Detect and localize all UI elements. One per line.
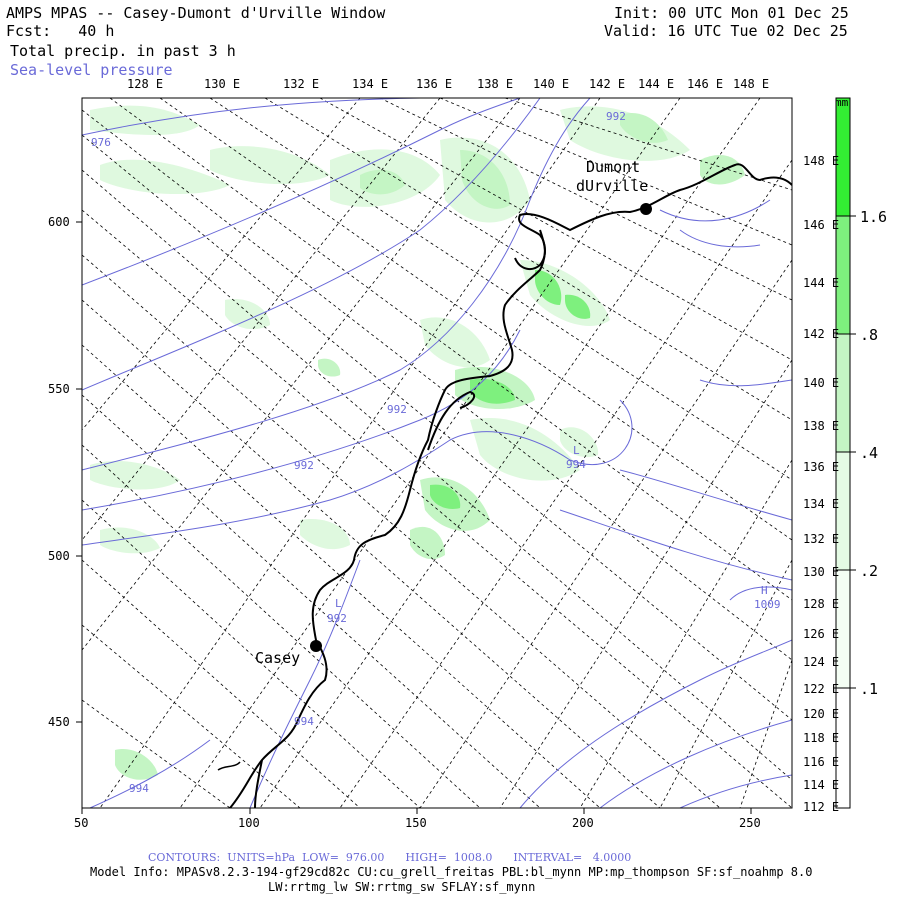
right-lon-label: 128 E [803, 597, 840, 611]
right-lon-label: 140 E [803, 376, 840, 390]
top-lon-label: 132 E [283, 77, 320, 91]
top-lon-label: 144 E [638, 77, 675, 91]
right-lon-label: 142 E [803, 327, 840, 341]
station-label-casey: Casey [255, 649, 301, 667]
right-lon-label: 132 E [803, 532, 840, 546]
right-lon-label: 136 E [803, 460, 840, 474]
model-info: Model Info: MPASv8.2.3-194-gf29cd82c CU:… [90, 865, 813, 879]
right-lon-label: 112 E [803, 800, 840, 814]
right-lon-label: 114 E [803, 778, 840, 792]
right-lon-label: 146 E [803, 218, 840, 232]
map-title: AMPS MPAS -- Casey-Dumont d'Urville Wind… [6, 4, 386, 22]
isobar-label: 992 [327, 612, 347, 625]
colorbar-unit: mm [835, 96, 849, 109]
colorbar-label: .8 [860, 326, 879, 344]
right-lon-label: 130 E [803, 565, 840, 579]
map-frame [81, 97, 793, 809]
right-lon-label: 124 E [803, 655, 840, 669]
contour-info: CONTOURS: UNITS=hPa LOW= 976.00 HIGH= 10… [148, 851, 632, 864]
isobar-label: 1009 [754, 598, 781, 611]
low-center: L [335, 597, 342, 610]
lat-lon-grid [82, 98, 792, 808]
right-lon-label: 144 E [803, 276, 840, 290]
x-axis-label: 100 [238, 816, 260, 830]
y-axis-label: 600 [48, 215, 70, 229]
y-axis-label: 500 [48, 549, 70, 563]
top-lon-label: 148 E [733, 77, 770, 91]
right-lon-label: 118 E [803, 731, 840, 745]
isobar-label: 994 [129, 782, 149, 795]
contour-field-label: Sea-level pressure [10, 61, 173, 79]
low-center: L [573, 444, 580, 457]
isobar-label: 976 [91, 136, 111, 149]
right-lon-label: 138 E [803, 419, 840, 433]
colorbar [835, 97, 856, 809]
init-time: Init: 00 UTC Mon 01 Dec 25 [614, 4, 849, 22]
colorbar-label: .1 [860, 680, 879, 698]
right-lon-label: 116 E [803, 755, 840, 769]
station-marker-casey [310, 640, 322, 652]
top-lon-label: 136 E [416, 77, 453, 91]
high-center: H [761, 584, 768, 597]
isobars [82, 98, 792, 808]
station-marker-dumont [640, 203, 652, 215]
precip-shading [90, 105, 745, 780]
field-description: Total precip. in past 3 h [10, 42, 236, 60]
x-axis-label: 200 [572, 816, 594, 830]
valid-time: Valid: 16 UTC Tue 02 Dec 25 [604, 22, 848, 40]
y-axis-label: 550 [48, 382, 70, 396]
model-info-2: LW:rrtmg_lw SW:rrtmg_sw SFLAY:sf_mynn [268, 880, 536, 894]
y-axis-label: 450 [48, 715, 70, 729]
top-lon-label: 130 E [204, 77, 241, 91]
station-label-dumont-2: dUrville [576, 177, 649, 195]
top-lon-label: 146 E [687, 77, 724, 91]
right-lon-label: 126 E [803, 627, 840, 641]
top-lon-label: 142 E [589, 77, 626, 91]
top-lon-label: 128 E [127, 77, 164, 91]
forecast-hour: Fcst: 40 h [6, 22, 115, 40]
isobar-label: 992 [294, 459, 314, 472]
right-lon-label: 134 E [803, 497, 840, 511]
top-lon-label: 138 E [477, 77, 514, 91]
isobar-label: 994 [294, 715, 314, 728]
x-axis-label: 50 [74, 816, 89, 830]
isobar-label: 992 [387, 403, 407, 416]
right-lon-label: 122 E [803, 682, 840, 696]
x-axis-label: 150 [405, 816, 427, 830]
right-lon-label: 120 E [803, 707, 840, 721]
station-label-dumont: Dumont [586, 158, 641, 176]
right-lon-label: 148 E [803, 154, 840, 168]
top-lon-label: 140 E [533, 77, 570, 91]
colorbar-label: .4 [860, 444, 879, 462]
x-axis-label: 250 [739, 816, 761, 830]
colorbar-label: .2 [860, 562, 879, 580]
isobar-label: 992 [606, 110, 626, 123]
top-lon-label: 134 E [352, 77, 389, 91]
colorbar-label: 1.6 [860, 208, 888, 226]
isobar-label: 994 [566, 458, 586, 471]
axis-ticks [76, 221, 752, 814]
